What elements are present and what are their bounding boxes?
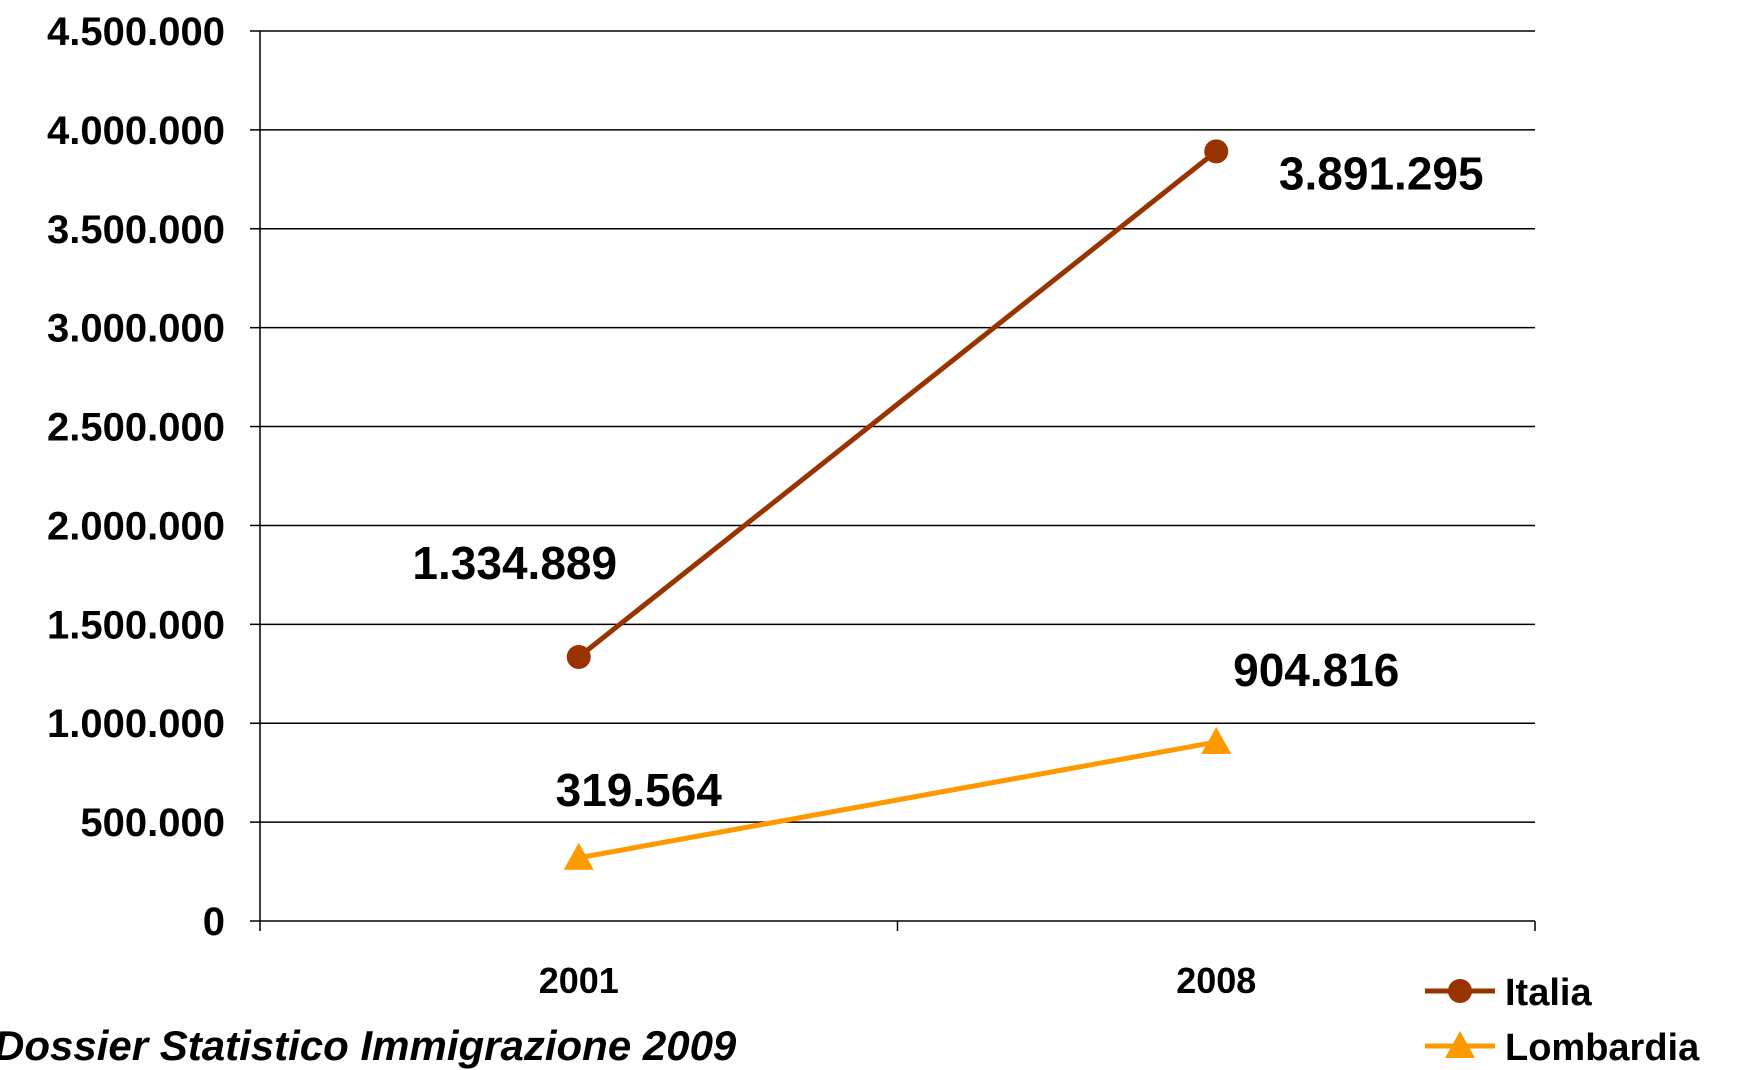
- y-tick-label: 3.500.000: [47, 208, 225, 252]
- legend-label: Italia: [1505, 972, 1592, 1014]
- gridlines: [260, 30, 1535, 823]
- data-label: 319.564: [556, 764, 723, 816]
- legend-item-lombardia: Lombardia: [1425, 1027, 1700, 1066]
- x-axis-tick-labels: 2001 2008: [539, 960, 1257, 1001]
- y-tick-label: 4.000.000: [47, 109, 225, 153]
- data-label: 1.334.889: [412, 537, 617, 589]
- legend-marker: [1445, 1031, 1475, 1058]
- series-line-italia: [577, 149, 1218, 659]
- data-point-lombardia: [1201, 727, 1232, 755]
- series-group: [563, 139, 1232, 870]
- source-caption: Dossier Statistico Immigrazione 2009: [0, 1022, 737, 1069]
- legend: Italia Lombardia: [1425, 972, 1700, 1066]
- x-tick-label: 2008: [1176, 960, 1256, 1001]
- legend-item-italia: Italia: [1425, 972, 1592, 1014]
- data-label: 904.816: [1233, 644, 1399, 696]
- data-point-italia: [566, 644, 591, 669]
- y-tick-label: 1.500.000: [47, 603, 225, 647]
- y-axis-tick-labels: 0 500.000 1.000.000 1.500.000 2.000.000 2.500…: [47, 10, 225, 944]
- y-tick-label: 3.000.000: [47, 307, 225, 351]
- series-line-lombardia: [578, 739, 1217, 861]
- data-point-italia: [1204, 139, 1229, 164]
- y-tick-label: 500.000: [80, 801, 225, 845]
- legend-marker: [1448, 979, 1472, 1003]
- data-point-lombardia: [563, 842, 594, 870]
- y-tick-label: 2.500.000: [47, 406, 225, 450]
- y-tick-label: 4.500.000: [47, 10, 225, 54]
- data-labels: 1.334.889 3.891.295 319.564 904.816: [412, 147, 1483, 815]
- y-tick-label: 1.000.000: [47, 702, 225, 746]
- y-tick-label: 2.000.000: [47, 504, 225, 548]
- data-label: 3.891.295: [1279, 147, 1484, 199]
- axes: [250, 30, 1536, 931]
- y-tick-label: 0: [203, 900, 225, 944]
- legend-label: Lombardia: [1505, 1027, 1700, 1066]
- x-tick-label: 2001: [539, 960, 619, 1001]
